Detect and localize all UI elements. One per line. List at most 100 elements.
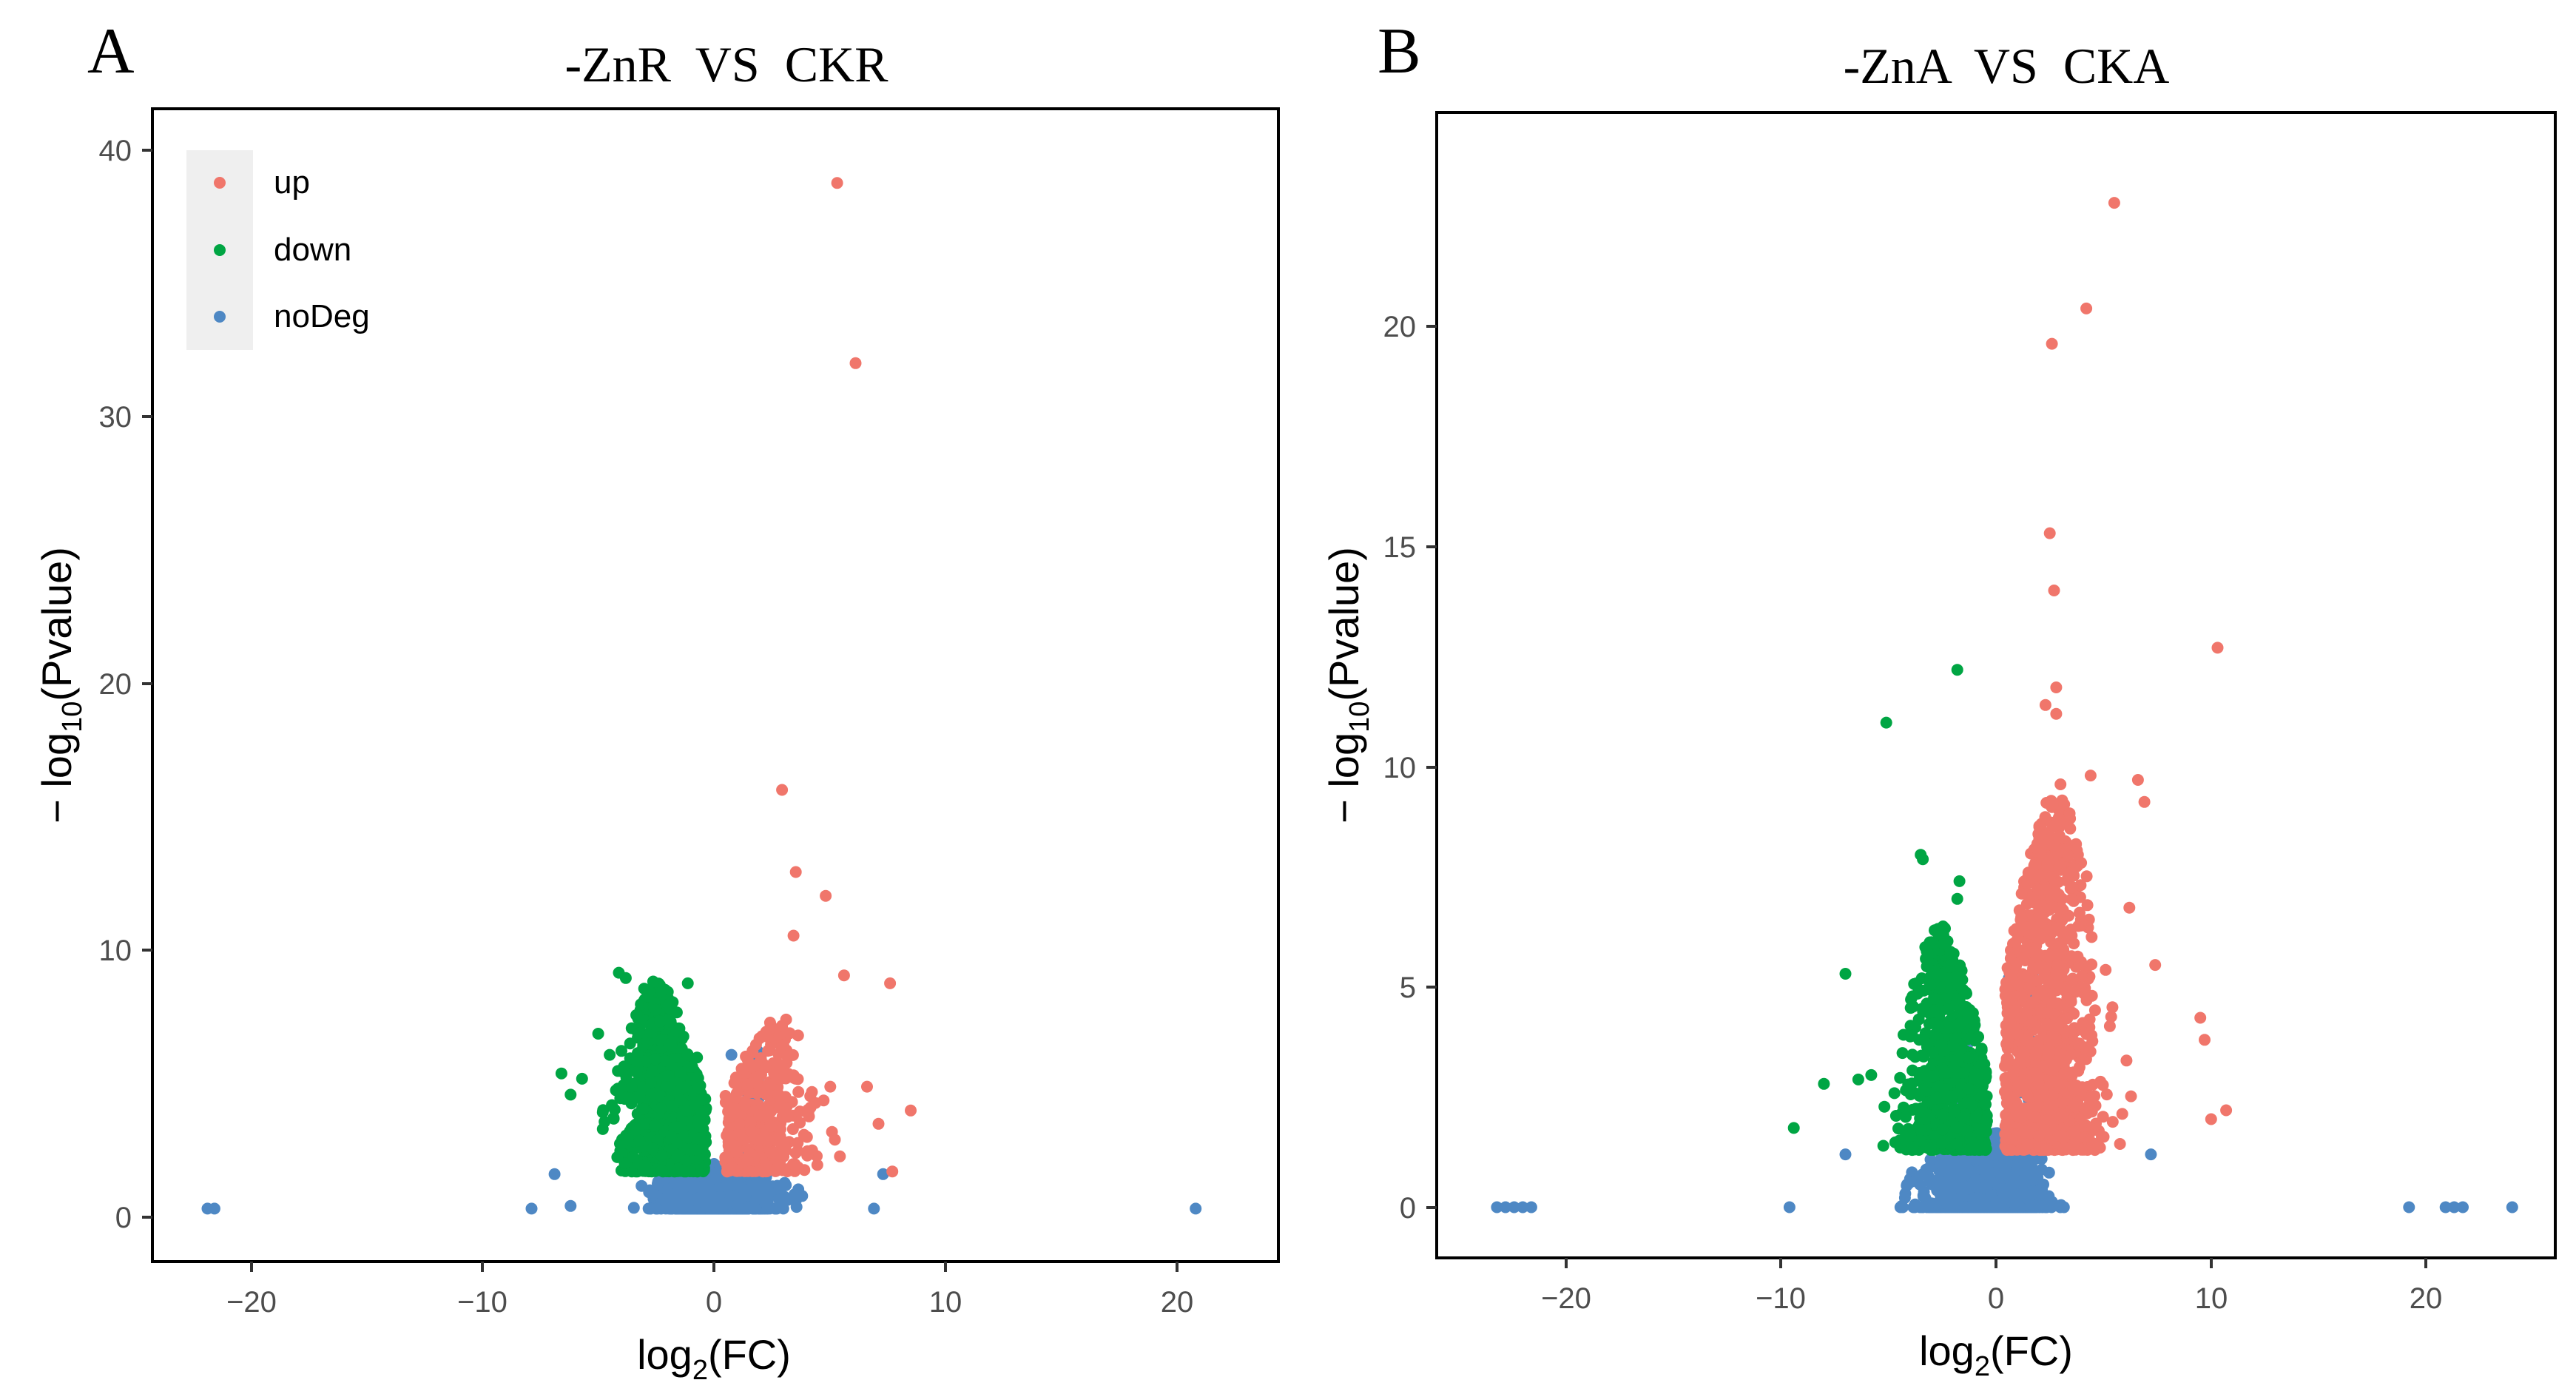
point-nodeg [778, 1176, 791, 1189]
y-tick-label: 30 [99, 401, 132, 434]
point-nodeg [796, 1190, 809, 1202]
point-nodeg [1997, 1159, 2009, 1171]
point-down [1924, 1142, 1937, 1154]
point-down [1957, 1067, 1969, 1080]
point-down [1915, 1102, 1928, 1114]
x-tick-label: −10 [457, 1286, 508, 1319]
point-nodeg [2029, 1199, 2041, 1212]
point-down [1893, 1134, 1906, 1147]
point-up [831, 177, 843, 189]
point-down [1969, 1111, 1982, 1123]
point-down [1975, 1044, 1988, 1057]
legend-label-nodeg: noDeg [274, 298, 370, 334]
point-down [1787, 1122, 1800, 1134]
point-down [1888, 1087, 1901, 1100]
panel-b-letter: B [1378, 16, 1421, 87]
point-down [1944, 982, 1957, 994]
point-down [638, 983, 650, 995]
point-down [555, 1067, 567, 1080]
point-nodeg [627, 1202, 640, 1214]
point-nodeg [1984, 1174, 1997, 1186]
point-down [611, 1151, 624, 1163]
point-up [792, 1085, 805, 1098]
point-down [576, 1072, 588, 1085]
point-up [764, 1146, 777, 1159]
point-up [872, 1117, 885, 1130]
point-up [763, 1135, 775, 1148]
legend-key-down [214, 244, 226, 256]
point-down [699, 1135, 711, 1148]
point-down [1878, 1100, 1891, 1113]
point-up [776, 1020, 789, 1032]
point-down [646, 1066, 658, 1078]
point-up [774, 1159, 786, 1172]
point-up [765, 1120, 778, 1133]
point-nodeg [2506, 1201, 2518, 1213]
point-nodeg [2018, 1156, 2031, 1168]
point-down [1865, 1068, 1878, 1081]
point-down [621, 1134, 634, 1146]
point-nodeg [2025, 1185, 2037, 1198]
point-up [738, 1099, 751, 1111]
point-up [728, 1102, 741, 1114]
point-down [1906, 1141, 1919, 1154]
point-up [824, 1080, 837, 1093]
point-down [1954, 959, 1966, 972]
point-nodeg [1914, 1178, 1926, 1191]
point-up [774, 1100, 786, 1111]
point-down [1962, 1083, 1975, 1095]
point-nodeg [1921, 1199, 1934, 1212]
point-down [638, 1159, 651, 1171]
point-down [1896, 1047, 1909, 1060]
point-up [804, 1101, 817, 1114]
point-nodeg [1895, 1199, 1908, 1212]
panel-a-title: -ZnR VS CKR [564, 36, 889, 92]
point-down [649, 1120, 661, 1132]
point-nodeg [712, 1202, 725, 1214]
point-down [1974, 1123, 1986, 1136]
point-down [1932, 1020, 1945, 1033]
point-nodeg [2145, 1148, 2157, 1161]
point-down [667, 996, 679, 1009]
point-down [689, 1143, 701, 1156]
point-down [1975, 1140, 1986, 1152]
panel-a-x-axis-title: log2(FC) [637, 1331, 791, 1386]
point-up [753, 1109, 766, 1122]
point-nodeg [564, 1199, 577, 1212]
point-up [781, 1111, 794, 1123]
point-down [1880, 716, 1892, 729]
point-down [1877, 1140, 1889, 1152]
point-nodeg [2457, 1201, 2469, 1213]
point-down [1915, 1124, 1928, 1137]
point-down [680, 1104, 692, 1117]
point-up [794, 1105, 806, 1118]
point-nodeg [1969, 1175, 1981, 1188]
point-down [633, 1134, 646, 1147]
point-down [663, 1038, 675, 1051]
point-up [772, 1088, 784, 1100]
point-up [733, 1117, 746, 1130]
point-down [1955, 1017, 1967, 1029]
point-up [728, 1077, 741, 1089]
point-nodeg [525, 1202, 538, 1215]
point-down [1949, 971, 1961, 983]
point-nodeg [650, 1202, 663, 1215]
point-down [630, 1066, 643, 1079]
point-down [612, 1083, 624, 1095]
point-down [1975, 1068, 1987, 1080]
point-down [1950, 1138, 1963, 1150]
point-nodeg [703, 1199, 715, 1211]
point-down [695, 1094, 708, 1106]
point-down [1926, 1070, 1939, 1083]
point-down [1932, 923, 1944, 935]
point-down [1936, 1137, 1948, 1150]
point-up [886, 1165, 899, 1178]
point-up [780, 1057, 793, 1069]
point-nodeg [2057, 1201, 2070, 1213]
point-nodeg [2043, 1166, 2055, 1179]
legend-key-nodeg [214, 311, 226, 323]
point-nodeg [679, 1195, 692, 1207]
point-up [778, 1138, 790, 1151]
